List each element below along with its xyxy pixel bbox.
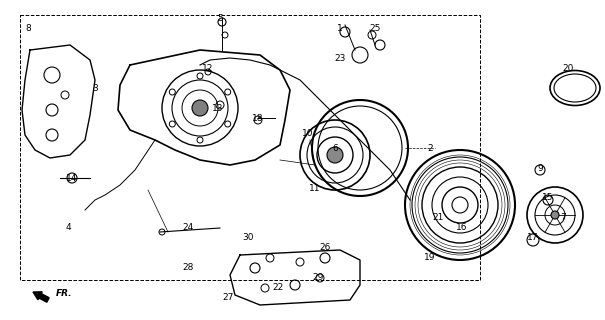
FancyArrow shape — [33, 292, 49, 302]
Text: 14: 14 — [67, 173, 77, 182]
Text: 5: 5 — [217, 13, 223, 22]
Text: 20: 20 — [562, 63, 574, 73]
Text: 13: 13 — [212, 103, 224, 113]
Text: 18: 18 — [252, 114, 264, 123]
Text: 9: 9 — [537, 164, 543, 172]
Text: 19: 19 — [424, 253, 436, 262]
Circle shape — [551, 211, 559, 219]
Circle shape — [192, 100, 208, 116]
Text: 8: 8 — [25, 23, 31, 33]
Text: 28: 28 — [182, 263, 194, 273]
Text: 2: 2 — [427, 143, 433, 153]
Text: 22: 22 — [272, 284, 284, 292]
Text: 10: 10 — [302, 129, 314, 138]
Text: 3: 3 — [92, 84, 98, 92]
Text: 29: 29 — [312, 274, 324, 283]
Text: 4: 4 — [65, 223, 71, 233]
Text: 26: 26 — [319, 244, 331, 252]
Text: FR.: FR. — [56, 289, 73, 298]
Text: 11: 11 — [309, 183, 321, 193]
Text: 7: 7 — [560, 213, 566, 222]
Text: 16: 16 — [456, 223, 468, 233]
Text: 30: 30 — [242, 234, 253, 243]
Text: 17: 17 — [527, 234, 538, 243]
Text: 1: 1 — [337, 23, 343, 33]
Text: 6: 6 — [332, 143, 338, 153]
Text: 23: 23 — [335, 53, 345, 62]
Circle shape — [327, 147, 343, 163]
Text: 12: 12 — [202, 63, 214, 73]
Text: 25: 25 — [369, 23, 381, 33]
Text: 27: 27 — [222, 293, 234, 302]
Text: 21: 21 — [433, 213, 443, 222]
Text: 15: 15 — [542, 194, 554, 203]
Text: 24: 24 — [182, 223, 194, 233]
